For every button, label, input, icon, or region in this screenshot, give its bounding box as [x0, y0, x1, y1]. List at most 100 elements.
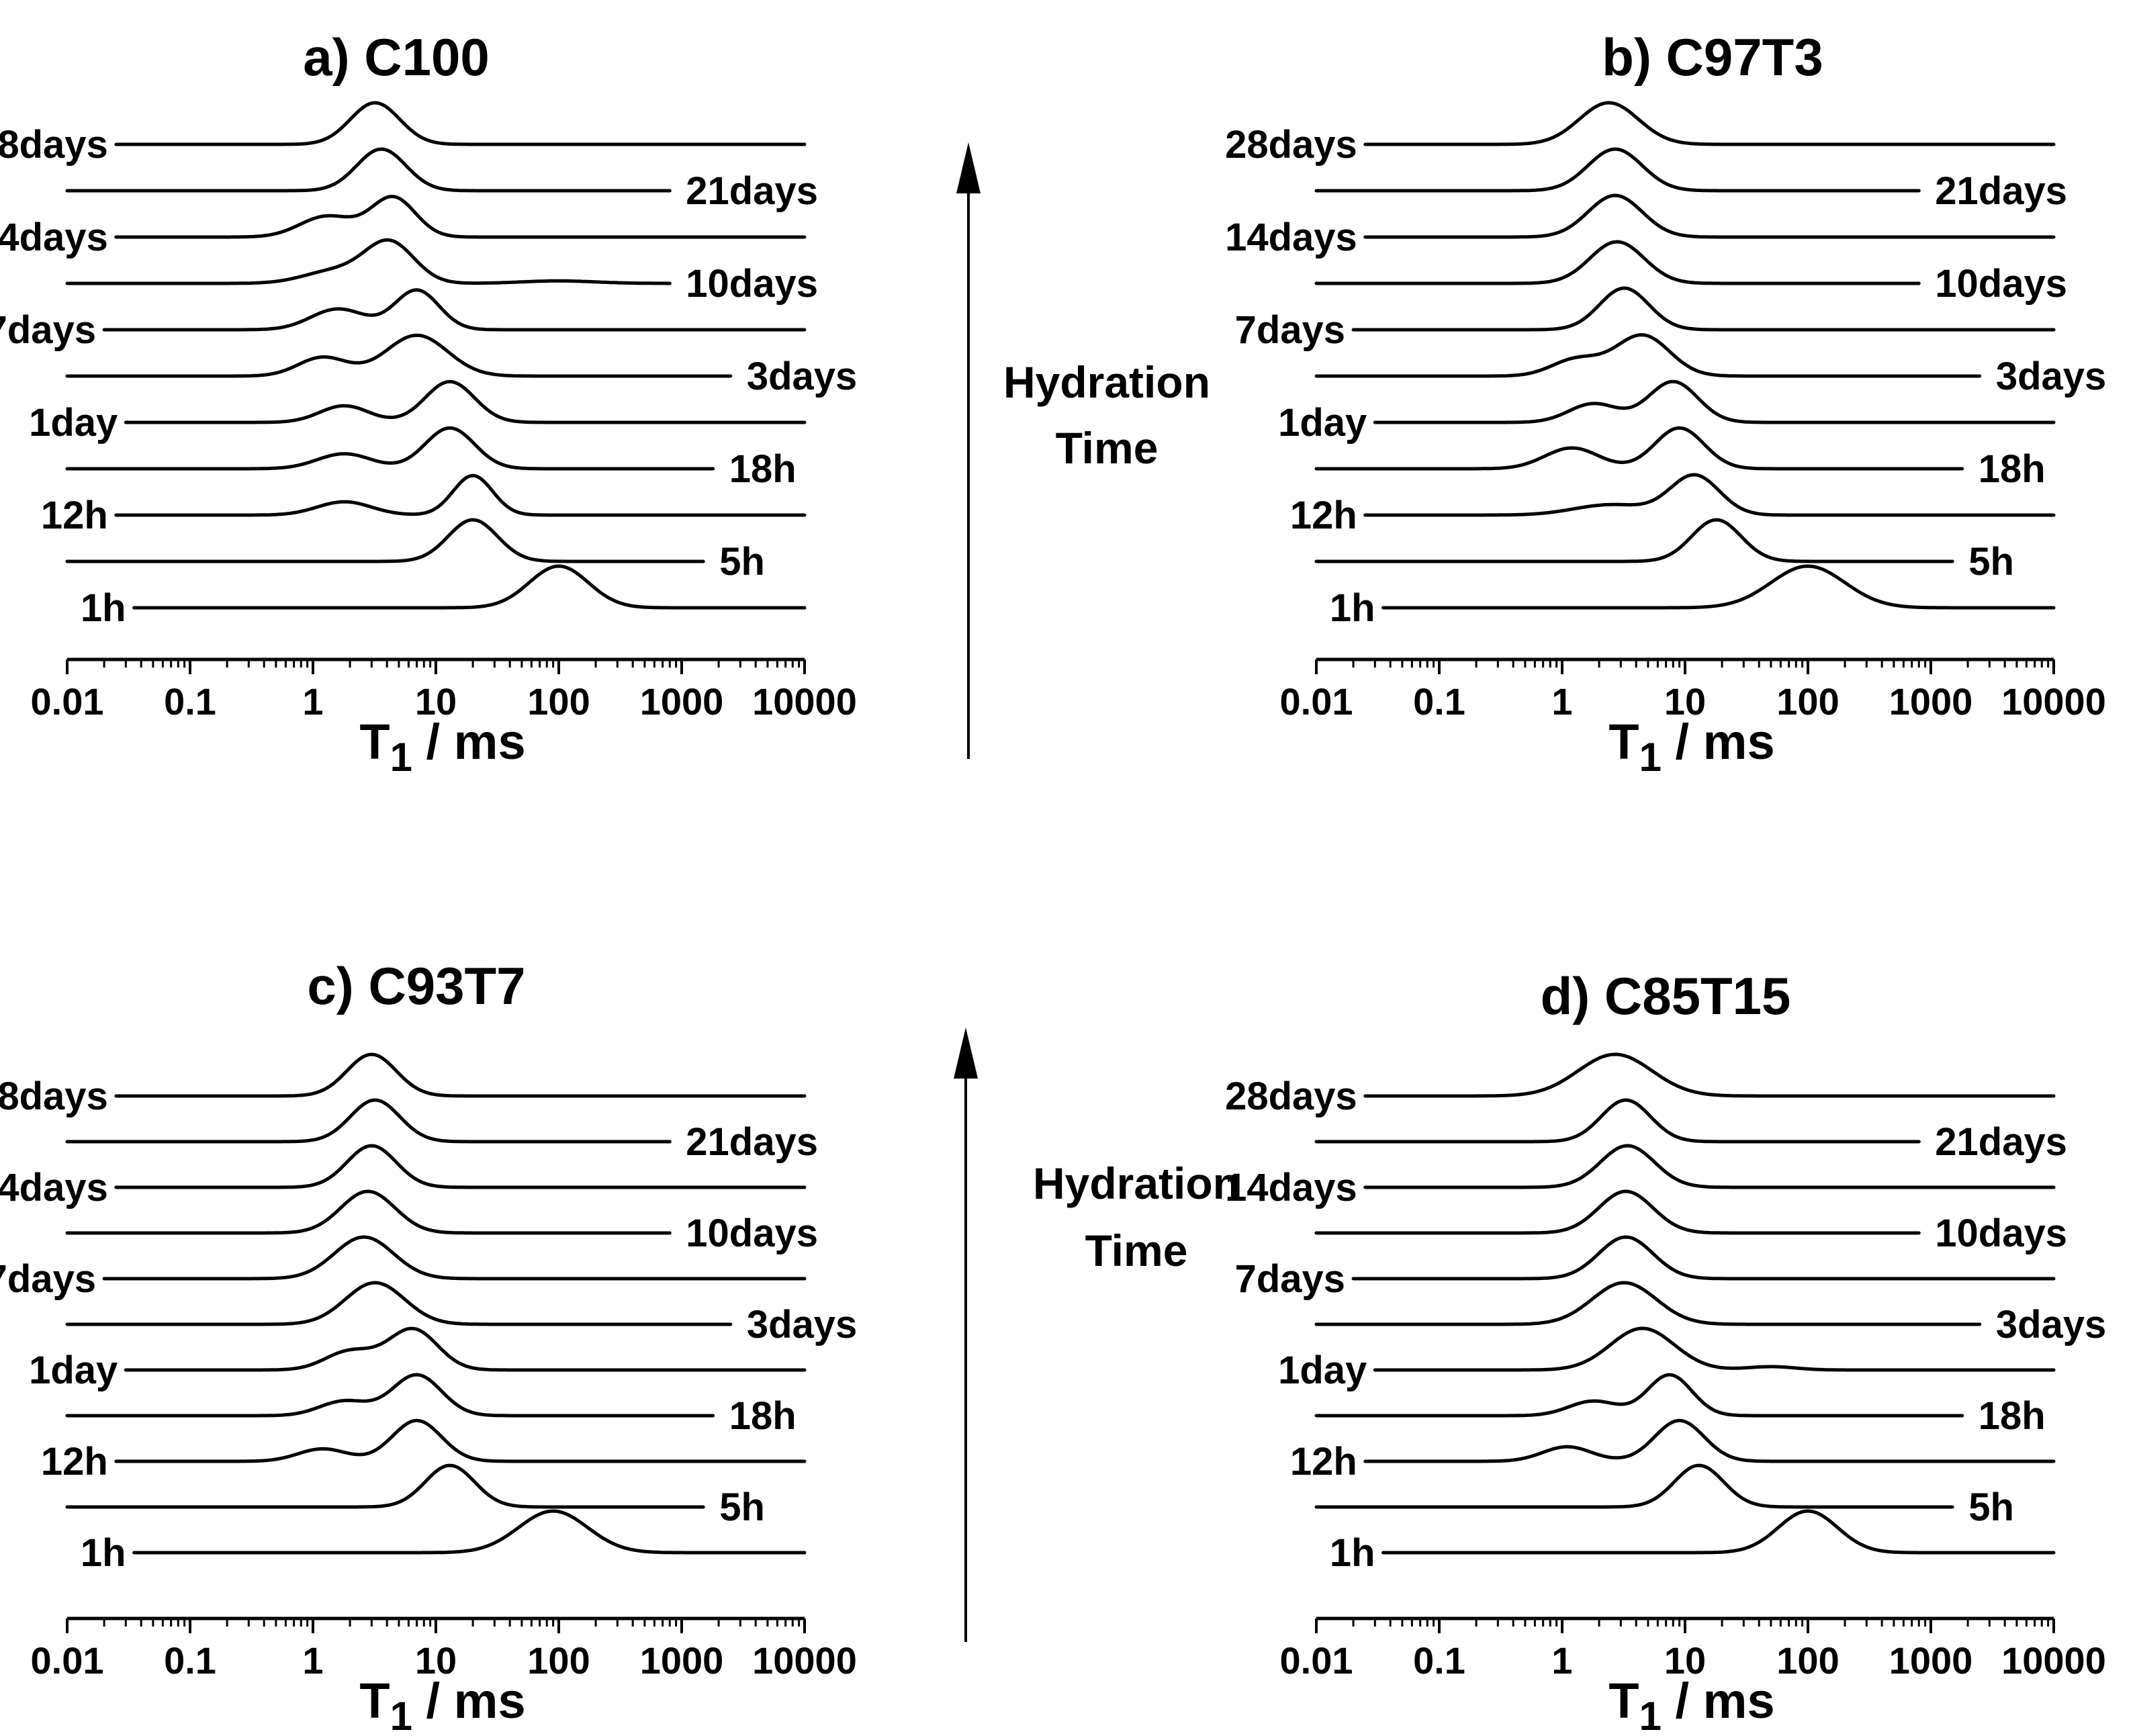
series-label-18h: 18h: [1979, 1394, 2046, 1438]
series-curve-12h: [114, 1418, 807, 1463]
series-curve-21days: [65, 147, 672, 193]
x-tick-label: 10: [415, 680, 457, 723]
series-label-18h: 18h: [1979, 447, 2046, 491]
x-tick-label: 1000: [1889, 1639, 1973, 1682]
series-label-28days: 28days: [0, 1075, 108, 1118]
series-curve-1h: [1381, 1509, 2056, 1555]
series-label-14days: 14days: [0, 216, 108, 259]
x-tick-label: 10: [1664, 1639, 1706, 1682]
series-curve-12h: [114, 473, 807, 517]
series-label-14days: 14days: [1225, 216, 1357, 259]
arrow-up-icon: [956, 142, 981, 193]
x-tick-label: 0.01: [31, 1639, 104, 1682]
x-tick-label: 10000: [752, 680, 857, 723]
series-curve-12h: [1363, 473, 2056, 517]
x-tick-label: 0.01: [1280, 1639, 1353, 1682]
x-tick-label: 0.1: [1413, 1639, 1465, 1682]
series-label-3days: 3days: [747, 1303, 857, 1346]
series-curve-7days: [1351, 286, 2056, 332]
series-curve-21days: [1314, 1098, 1921, 1144]
series-label-21days: 21days: [686, 169, 818, 213]
series-curve-14days: [1363, 193, 2056, 239]
series-curve-18h: [65, 1373, 715, 1418]
series-curve-21days: [1314, 147, 1921, 193]
series-label-10days: 10days: [1935, 262, 2067, 306]
series-label-10days: 10days: [686, 1212, 818, 1255]
x-tick-label: 10000: [2001, 1639, 2106, 1682]
x-tick-label: 0.1: [1413, 680, 1465, 723]
x-tick-label: 100: [1776, 680, 1839, 723]
series-label-14days: 14days: [1225, 1166, 1357, 1209]
series-label-21days: 21days: [686, 1120, 818, 1164]
x-tick-label: 10: [1664, 680, 1706, 723]
series-curve-28days: [114, 1052, 807, 1098]
series-curve-12h: [1363, 1418, 2056, 1463]
series-curve-18h: [65, 426, 715, 471]
series-curve-7days: [102, 1235, 807, 1281]
series-label-12h: 12h: [41, 494, 108, 537]
series-curve-14days: [114, 1144, 807, 1189]
arrow-label-line2: Time: [1085, 1226, 1188, 1275]
series-curve-1day: [124, 1326, 807, 1372]
x-tick-label: 10: [415, 1639, 457, 1682]
chart-title: b) C97T3: [1602, 28, 1823, 87]
series-curve-28days: [1363, 101, 2056, 146]
series-curve-1h: [132, 1509, 807, 1555]
series-label-10days: 10days: [1935, 1212, 2067, 1255]
x-tick-label: 0.1: [164, 1639, 216, 1682]
chart-title: d) C85T15: [1541, 966, 1791, 1025]
arrow-label-line2: Time: [1056, 423, 1159, 473]
series-label-5h: 5h: [1968, 1486, 2014, 1529]
series-curve-14days: [114, 195, 807, 239]
series-label-28days: 28days: [1225, 123, 1357, 167]
x-tick-label: 1000: [640, 680, 724, 723]
series-label-7days: 7days: [1235, 308, 1345, 352]
series-curve-1day: [1373, 1326, 2056, 1372]
series-curve-3days: [65, 333, 733, 378]
series-label-21days: 21days: [1935, 169, 2067, 213]
series-label-3days: 3days: [747, 355, 857, 398]
arrow-label-line1: Hydration: [1033, 1158, 1240, 1208]
series-label-1h: 1h: [81, 586, 126, 630]
series-label-12h: 12h: [41, 1440, 108, 1483]
series-label-5h: 5h: [719, 540, 765, 584]
series-curve-10days: [1314, 1189, 1921, 1235]
x-tick-label: 100: [527, 680, 590, 723]
chart-c93t7: c) C93T7 0.01 0.1 1 10 100 1000 10000 T1 / ms 1h 5…: [0, 956, 857, 1736]
series-curve-7days: [102, 288, 807, 332]
series-label-1day: 1day: [1278, 401, 1367, 445]
series-curve-5h: [1314, 518, 1954, 563]
arrow-up-icon: [954, 1027, 978, 1079]
x-tick-label: 10000: [2001, 680, 2106, 723]
x-tick-label: 100: [1776, 1639, 1839, 1682]
series-label-28days: 28days: [0, 123, 108, 167]
x-tick-label: 100: [527, 1639, 590, 1682]
x-tick-label: 1: [302, 680, 323, 723]
chart-title: a) C100: [303, 28, 490, 87]
series-label-18h: 18h: [729, 1394, 797, 1438]
series-curve-10days: [65, 1189, 672, 1235]
series-label-14days: 14days: [0, 1166, 108, 1209]
series-label-3days: 3days: [1996, 1303, 2106, 1346]
series-label-18h: 18h: [729, 447, 797, 491]
arrow-label-line1: Hydration: [1003, 357, 1210, 407]
series-curve-14days: [1363, 1144, 2056, 1189]
x-tick-label: 0.01: [31, 680, 104, 723]
series-label-7days: 7days: [1235, 1257, 1345, 1301]
hydration-time-arrow-top: Hydration Time: [956, 142, 1210, 759]
series-label-3days: 3days: [1996, 355, 2106, 398]
x-tick-label: 0.01: [1280, 680, 1353, 723]
series-label-5h: 5h: [719, 1486, 765, 1529]
series-curve-1day: [1373, 379, 2056, 424]
series-curve-21days: [65, 1098, 672, 1144]
series-label-1day: 1day: [29, 401, 118, 445]
series-curve-5h: [65, 518, 705, 563]
series-label-12h: 12h: [1290, 494, 1357, 537]
series-label-1h: 1h: [1330, 1531, 1375, 1575]
series-curve-1h: [1381, 564, 2056, 610]
series-curve-1day: [124, 379, 807, 424]
chart-c97t3: b) C97T3 0.01 0.1 1 10 100 1000 10000 T1 / ms 1h 5…: [1225, 28, 2106, 780]
series-label-5h: 5h: [1968, 540, 2014, 584]
series-label-7days: 7days: [0, 1257, 96, 1301]
